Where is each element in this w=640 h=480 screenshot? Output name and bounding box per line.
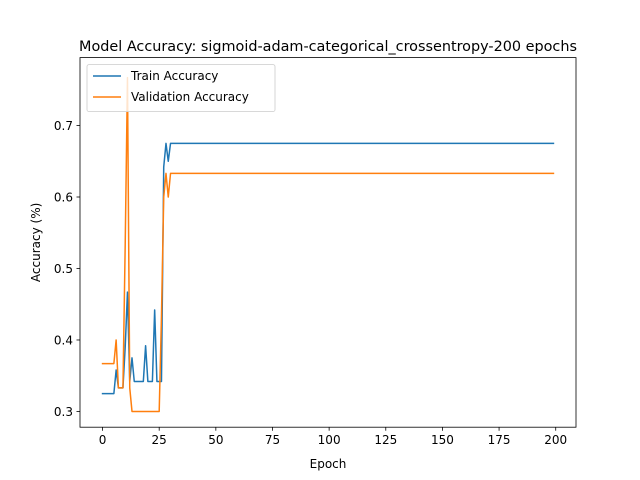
plot-area-frame [79,57,577,428]
legend-label-validation: Validation Accuracy [131,90,249,104]
x-tick-label: 200 [544,433,567,447]
chart-title: Model Accuracy: sigmoid-adam-categorical… [79,39,577,55]
y-tick-label: 0.3 [54,405,73,419]
legend: Train Accuracy Validation Accuracy [86,64,276,112]
x-axis-title: Epoch [310,457,347,471]
series-line-train [101,142,555,395]
x-tick-label: 75 [265,433,280,447]
y-tick-label: 0.6 [54,190,73,204]
y-axis-title: Accuracy (%) [29,203,43,282]
x-tick-label: 175 [488,433,511,447]
series-line-validation [101,76,555,413]
y-axis: 0.3 0.4 0.5 0.6 0.7 [54,119,80,419]
x-tick-label: 50 [208,433,223,447]
y-tick-label: 0.4 [54,333,73,347]
series-layer [101,76,555,413]
y-tick-label: 0.7 [54,119,73,133]
x-tick-label: 25 [152,433,167,447]
x-tick-label: 100 [318,433,341,447]
legend-box [86,64,276,112]
x-tick-label: 125 [374,433,397,447]
x-tick-label: 0 [99,433,107,447]
x-axis: 0 25 50 75 100 125 150 175 200 [99,427,567,447]
x-tick-label: 150 [431,433,454,447]
legend-label-train: Train Accuracy [130,69,218,83]
y-tick-label: 0.5 [54,262,73,276]
